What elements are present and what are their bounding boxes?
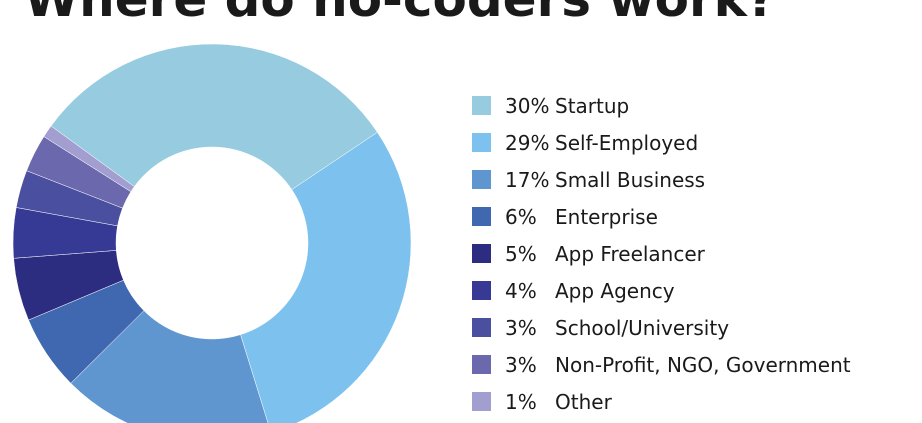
legend-swatch [472,96,491,115]
legend-label: Startup [555,93,630,118]
legend-label: Enterprise [555,204,658,229]
legend-item: 5% App Freelancer [472,235,851,272]
legend-label: Other [555,389,612,414]
donut-chart [12,43,412,423]
legend-label: School/University [555,315,730,340]
legend-label: Self-Employed [555,130,699,155]
chart-title: Where do no-coders work? [24,0,776,28]
legend: 30% Startup 29% Self-Employed 17% Small Busin… [472,87,851,420]
legend-percent: 30% [505,93,550,118]
legend-percent: 6% [505,204,537,229]
legend-swatch [472,318,491,337]
legend-percent: 17% [505,167,550,192]
legend-item: 29% Self-Employed [472,124,851,161]
legend-label: Non-Profit, NGO, Government [555,352,851,377]
slice-self-employed [240,131,412,423]
legend-swatch [472,207,491,226]
legend-percent: 1% [505,389,537,414]
legend-swatch [472,133,491,152]
legend-item: 17% Small Business [472,161,851,198]
legend-item: 6% Enterprise [472,198,851,235]
legend-label: App Freelancer [555,241,705,266]
legend-item: 30% Startup [472,87,851,124]
legend-percent: 5% [505,241,537,266]
slice-other [43,125,135,193]
slice-startup [50,43,378,190]
legend-percent: 4% [505,278,537,303]
legend-percent: 3% [505,315,537,340]
legend-item: 1% Other [472,383,851,420]
legend-label: App Agency [555,278,675,303]
legend-item: 3% School/University [472,309,851,346]
legend-swatch [472,392,491,411]
legend-item: 4% App Agency [472,272,851,309]
slice-small-business [70,310,269,423]
legend-swatch [472,170,491,189]
legend-percent: 29% [505,130,550,155]
legend-percent: 3% [505,352,537,377]
legend-swatch [472,355,491,374]
legend-swatch [472,244,491,263]
legend-item: 3% Non-Profit, NGO, Government [472,346,851,383]
legend-label: Small Business [555,167,706,192]
legend-swatch [472,281,491,300]
